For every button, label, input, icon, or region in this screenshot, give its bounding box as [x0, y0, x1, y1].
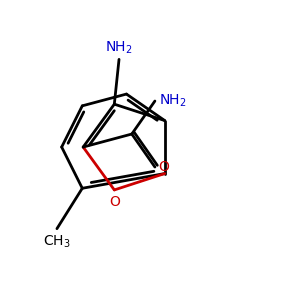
Text: NH$_2$: NH$_2$: [159, 93, 187, 109]
Text: O: O: [109, 195, 120, 209]
Text: O: O: [158, 160, 169, 174]
Text: CH$_3$: CH$_3$: [43, 234, 71, 250]
Text: NH$_2$: NH$_2$: [105, 40, 133, 56]
